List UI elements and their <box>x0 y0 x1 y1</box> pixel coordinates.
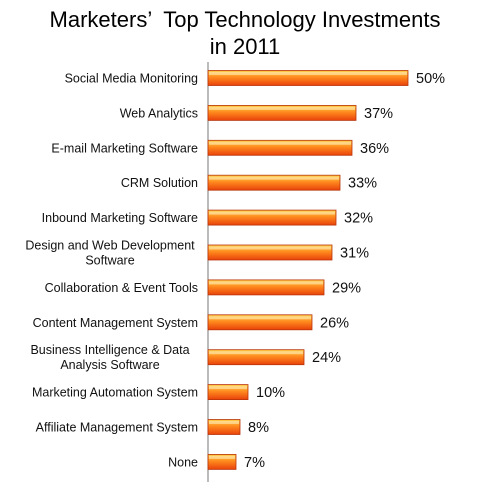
bar-highlight <box>209 455 235 459</box>
category-label: CRM Solution <box>121 176 198 190</box>
bar-highlight <box>209 211 335 215</box>
category-label: Marketing Automation System <box>32 386 198 400</box>
bar-highlight <box>209 421 239 424</box>
value-label: 31% <box>340 246 369 262</box>
bar-highlight <box>209 316 311 320</box>
category-label: E-mail Marketing Software <box>51 141 198 155</box>
chart-title-line-1: Marketers’ Top Technology Investments <box>49 7 441 32</box>
category-label: Collaboration & Event Tools <box>45 281 198 295</box>
value-label: 32% <box>344 211 373 227</box>
value-label: 37% <box>364 106 393 122</box>
value-label: 7% <box>244 455 265 471</box>
category-label: Affiliate Management System <box>36 421 198 435</box>
value-label: 8% <box>248 420 269 436</box>
value-label: 10% <box>256 385 285 401</box>
value-label: 24% <box>312 350 341 366</box>
category-label: Inbound Marketing Software <box>42 211 198 225</box>
category-label: Social Media Monitoring <box>65 72 198 86</box>
chart-title-line-2: in 2011 <box>209 34 281 59</box>
category-label: None <box>168 455 198 469</box>
bar-highlight <box>209 141 351 145</box>
category-label: Design and Web Development Software <box>25 239 195 268</box>
category-label: Web Analytics <box>120 106 198 120</box>
bar-highlight <box>209 72 407 75</box>
value-label: 36% <box>360 141 389 157</box>
bar-highlight <box>209 351 303 355</box>
value-label: 50% <box>416 71 445 87</box>
bar-highlight <box>209 386 247 390</box>
value-label: 33% <box>348 176 377 192</box>
bar-highlight <box>209 246 331 250</box>
category-label: Business Intelligence & Data Analysis Sof… <box>30 343 189 372</box>
value-label: 26% <box>320 315 349 331</box>
bar-highlight <box>209 281 323 285</box>
bar-highlight <box>209 106 355 110</box>
category-label: Content Management System <box>33 316 198 330</box>
value-label: 29% <box>332 280 361 296</box>
chart-title: Marketers’ Top Technology Investments in… <box>0 6 490 60</box>
bar-highlight <box>209 176 339 180</box>
